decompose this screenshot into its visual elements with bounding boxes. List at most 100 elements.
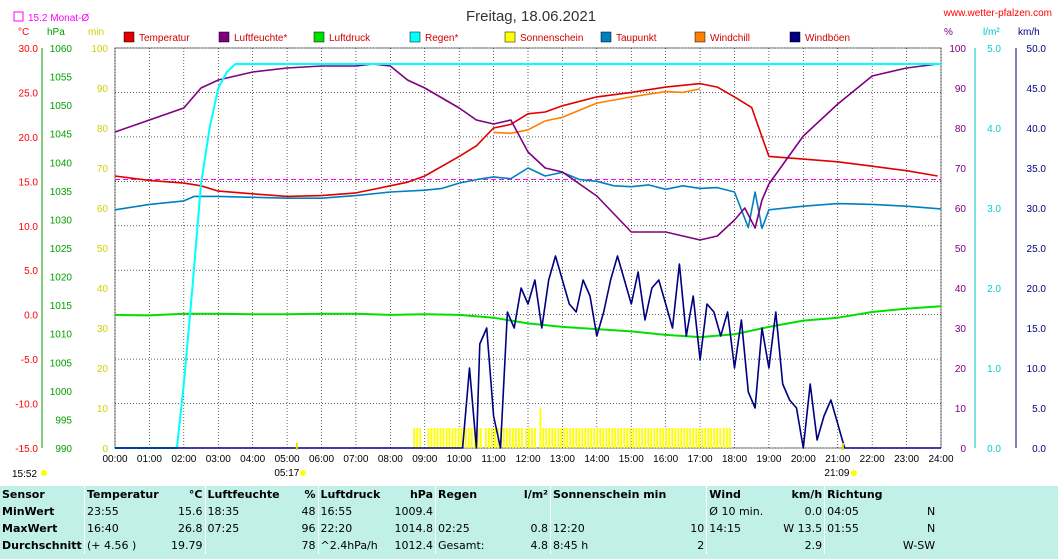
legend: Temperatur Luftfeuchte* Luftdruck Regen* Son… (123, 31, 850, 44)
hdr-rain-unit: l/m² (523, 488, 548, 501)
sunshine-bar (671, 428, 674, 448)
x-tick-label: 07:00 (343, 454, 368, 465)
sunshine-bar (596, 428, 599, 448)
x-tick-label: 05:00 (275, 454, 300, 465)
y-tick-label-pressure: 1025 (50, 244, 73, 255)
sunrise-marker (295, 443, 298, 450)
sunshine-bar (454, 428, 457, 448)
sunshine-bar (560, 428, 563, 448)
y-tick-label-rain: 2.0 (987, 284, 1001, 295)
legend-label: Luftdruck (329, 33, 371, 44)
y-tick-label-sun: 50 (97, 244, 109, 255)
sunshine-bar (719, 428, 722, 448)
x-tick-label: 06:00 (309, 454, 334, 465)
sunshine-bar (445, 428, 448, 448)
min-temp: 15.6 (178, 505, 203, 518)
sunshine-bar (623, 428, 626, 448)
sunshine-bar (467, 428, 470, 448)
sunshine-bar (698, 428, 701, 448)
sunshine-bar (572, 428, 575, 448)
sun-icon (299, 470, 306, 476)
avg-rain: 4.8 (530, 539, 549, 552)
y-tick-label-sun: 20 (97, 364, 109, 375)
axis-unit-temp: °C (18, 27, 29, 38)
max-temp: 26.8 (178, 522, 203, 535)
series-line (115, 63, 941, 449)
sunshine-bar (729, 428, 731, 448)
weather-chart: Freitag, 18.06.2021 www.wetter-pfalzen.c… (12, 8, 1052, 480)
hdr-sun: Sonnenschein min (550, 486, 669, 503)
sunshine-bar (587, 428, 590, 448)
y-tick-label-wind: 25.0 (1027, 244, 1047, 255)
x-tick-label: 22:00 (860, 454, 885, 465)
sunshine-bar (539, 408, 542, 448)
sunshine-bar (656, 428, 659, 448)
min-dir-time: 04:05 (824, 503, 900, 520)
y-tick-label-humidity: 60 (955, 204, 967, 215)
sunshine-bar (554, 428, 557, 448)
sunshine-bar (602, 428, 605, 448)
sunshine-bar (531, 428, 533, 448)
sunshine-bar (653, 428, 656, 448)
series-line (493, 88, 701, 135)
sunshine-bar (517, 428, 520, 448)
min-hum-time: 18:35 (204, 503, 290, 520)
hdr-sensor: Sensor (2, 488, 45, 501)
sunshine-bar (695, 428, 698, 448)
y-tick-label-temp: 0.0 (24, 311, 38, 322)
sunshine-bar (457, 428, 460, 448)
sunshine-bar (608, 428, 611, 448)
x-tick-label: 08:00 (378, 454, 403, 465)
legend-swatch (504, 31, 516, 43)
avg-hum: 78 (301, 539, 316, 552)
min-rain (510, 503, 551, 520)
sunshine-bar (662, 428, 665, 448)
y-tick-label-temp: 10.0 (19, 222, 39, 233)
axis-unit-pressure: hPa (47, 27, 65, 38)
y-tick-label-wind: 0.0 (1032, 444, 1046, 455)
chart-title: Freitag, 18.06.2021 (466, 8, 596, 25)
sunshine-bar (701, 428, 704, 448)
avg-wind-label (706, 537, 782, 554)
sunshine-bar (617, 428, 620, 448)
sunshine-bar (638, 428, 641, 448)
sunshine-bar (581, 428, 584, 448)
y-tick-label-wind: 10.0 (1027, 364, 1047, 375)
y-tick-label-wind: 20.0 (1027, 284, 1047, 295)
sunshine-bar (514, 428, 517, 448)
min-rain-time (435, 503, 510, 520)
sunshine-bar (665, 428, 668, 448)
markers: 05:17 21:09 15:52 (12, 443, 857, 480)
y-tick-label-sun: 0 (102, 444, 108, 455)
monthly-avg-label: 15.2 Monat-Ø (28, 13, 89, 24)
sunshine-bar (416, 428, 419, 448)
y-tick-label-humidity: 90 (955, 84, 967, 95)
min-dir: N (926, 505, 936, 518)
sunshine-bar (419, 428, 422, 448)
y-tick-label-rain: 3.0 (987, 204, 1001, 215)
sunshine-bar (584, 428, 587, 448)
avg-sun: 2 (697, 539, 705, 552)
avg-label: Durchschnitt (2, 539, 82, 552)
x-tick-label: 00:00 (102, 454, 127, 465)
sunshine-bar (707, 428, 710, 448)
max-dir-time: 01:55 (824, 520, 900, 537)
sunshine-bar (689, 428, 692, 448)
axis-unit-rain: l/m² (983, 27, 1000, 38)
sunshine-bar (557, 428, 560, 448)
hdr-hum-unit: % (304, 488, 316, 501)
avg-hum-time (204, 537, 290, 554)
sunshine-bar (599, 428, 602, 448)
hdr-temp: Temperatur (84, 486, 169, 503)
axis-unit-sun: min (88, 27, 104, 38)
min-sun-time (550, 503, 669, 520)
statistics-table: Sensor Temperatur °C Luftfeuchte % Luftd… (0, 486, 937, 554)
series-line (114, 167, 942, 230)
sunshine-bar (563, 428, 566, 448)
y-tick-label-wind: 45.0 (1027, 84, 1047, 95)
site-link[interactable]: www.wetter-pfalzen.com (943, 8, 1052, 19)
sunshine-bar (433, 428, 436, 448)
y-tick-label-humidity: 70 (955, 164, 967, 175)
sunshine-bar (683, 428, 686, 448)
sunshine-bar (626, 428, 629, 448)
